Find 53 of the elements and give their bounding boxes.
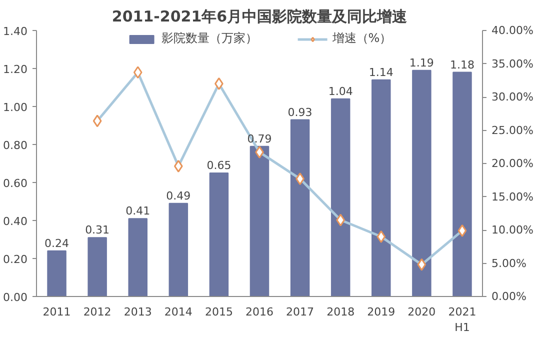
y-tick-label: 0.20 <box>3 253 28 266</box>
bar <box>330 98 350 296</box>
x-tick-label: 2011 <box>42 306 71 318</box>
chart-title: 2011-2021年6月中国影院数量及同比增速 <box>112 8 408 26</box>
y-tick-label: 0.40 <box>3 215 28 228</box>
y2-tick-label: 15.00% <box>492 190 534 204</box>
data-label: 0.49 <box>166 189 191 202</box>
y2-tick-label: 25.00% <box>492 124 534 137</box>
bar <box>452 72 472 296</box>
bar <box>372 79 391 296</box>
y-tick-label: 1.40 <box>3 25 28 38</box>
legend-label: 影院数量（万家） <box>161 30 258 47</box>
y-tick-label: 1.00 <box>3 101 28 114</box>
data-label: 0.41 <box>126 204 150 218</box>
x-tick-label: 2020 <box>408 306 436 318</box>
x-tick-label: 2015 <box>204 306 233 318</box>
data-label: 0.79 <box>247 132 272 146</box>
x-tick-label: 2014 <box>164 306 192 318</box>
y2-tick-label: 40.00% <box>492 24 534 37</box>
y2-tick-label: 20.00% <box>492 157 534 170</box>
bar <box>47 250 66 296</box>
y2-tick-label: 30.00% <box>492 90 534 104</box>
x-tick-label: 2012 <box>83 306 112 318</box>
data-label: 0.24 <box>44 236 70 250</box>
data-label: 1.19 <box>409 56 434 70</box>
data-label: 0.65 <box>206 159 232 172</box>
y-tick-label: 1.20 <box>3 63 28 76</box>
data-label: 0.31 <box>85 224 110 237</box>
bar <box>168 202 188 296</box>
data-label: 1.18 <box>450 58 474 72</box>
x-tick-label: 2019 <box>367 306 396 318</box>
bar <box>412 70 432 296</box>
x-tick-label: 2018 <box>326 306 355 318</box>
bar <box>128 218 148 296</box>
y-tick-label: 0.80 <box>3 139 28 152</box>
y-tick-label: 0.00 <box>3 291 28 304</box>
bar <box>209 172 229 296</box>
y2-tick-label: 10.00% <box>492 224 534 236</box>
y-tick-label: 0.60 <box>3 177 28 190</box>
bar <box>88 237 107 296</box>
y2-tick-label: 35.00% <box>492 57 534 70</box>
bar <box>290 119 310 296</box>
bar <box>250 146 270 296</box>
y2-tick-label: 0.00% <box>492 290 526 303</box>
data-label: 1.04 <box>328 84 353 98</box>
x-tick-label: 2013 <box>124 306 152 318</box>
x-tick-label: 2021 H1 <box>448 306 476 334</box>
data-label: 1.14 <box>368 66 394 79</box>
data-label: 0.93 <box>288 106 312 119</box>
x-tick-label: 2017 <box>286 306 314 318</box>
legend-label: 增速（%） <box>332 30 392 47</box>
y2-tick-label: 5.00% <box>492 256 526 270</box>
x-tick-label: 2016 <box>246 306 274 318</box>
